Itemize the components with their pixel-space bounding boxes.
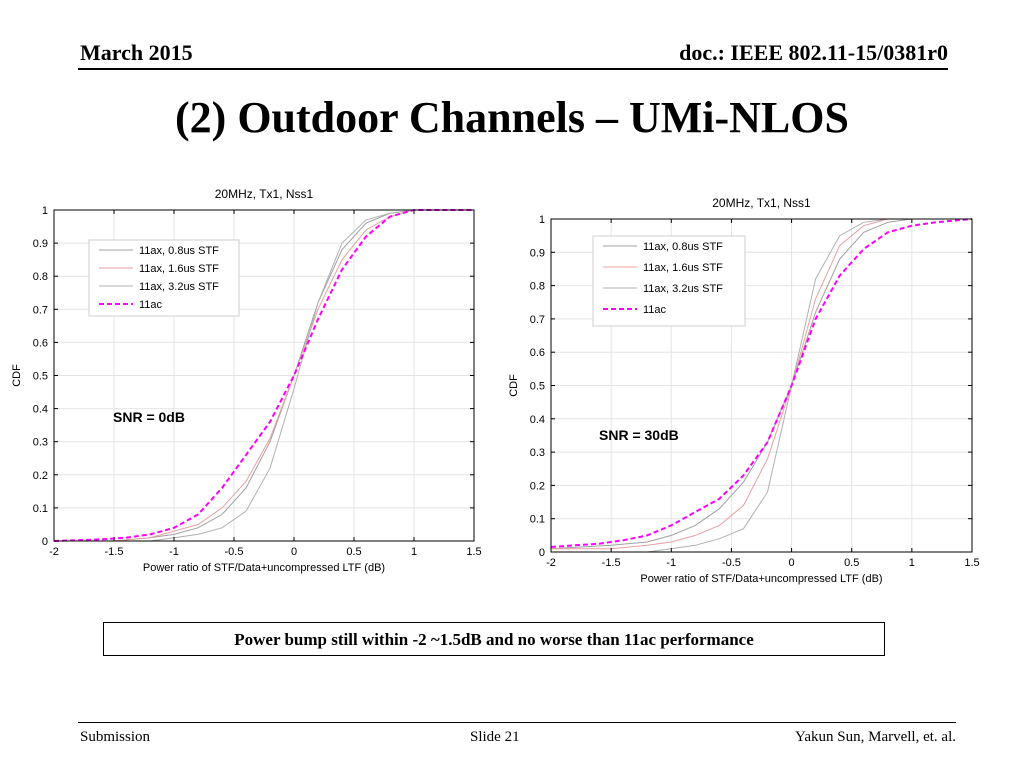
x-tick-label: 1: [411, 546, 417, 558]
x-axis-label: Power ratio of STF/Data+uncompressed LTF…: [143, 562, 385, 574]
x-tick-label: 1.5: [964, 557, 979, 569]
y-tick-label: 0.8: [33, 271, 48, 283]
y-tick-label: 0: [539, 547, 545, 559]
legend-label-1: 11ax, 0.8us STF: [643, 241, 723, 253]
y-axis-label: CDF: [11, 364, 23, 387]
y-axis-label: CDF: [508, 374, 520, 397]
x-tick-label: -1: [169, 546, 179, 558]
legend-label-4: 11ac: [139, 299, 163, 311]
y-tick-label: 0.6: [33, 337, 48, 349]
series-line-4: [550, 218, 973, 548]
x-tick-label: 0.5: [844, 557, 859, 569]
series-line-2: [54, 209, 474, 542]
snr-annotation: SNR = 0dB: [113, 409, 185, 425]
y-tick-label: 0.6: [530, 347, 545, 359]
x-tick-label: -0.5: [225, 546, 244, 558]
x-tick-label: -2: [49, 546, 59, 558]
y-tick-label: 0.2: [33, 470, 48, 482]
legend-label-2: 11ax, 1.6us STF: [643, 262, 723, 274]
y-tick-label: 0.5: [33, 371, 48, 383]
x-tick-label: -1.5: [602, 557, 621, 569]
y-tick-label: 1: [539, 214, 545, 226]
y-tick-label: 0.9: [530, 247, 545, 259]
legend-label-3: 11ax, 3.2us STF: [643, 283, 723, 295]
x-tick-label: 1.5: [466, 546, 481, 558]
x-tick-label: 0: [789, 557, 795, 569]
snr-annotation: SNR = 30dB: [599, 427, 679, 443]
x-axis-label: Power ratio of STF/Data+uncompressed LTF…: [640, 573, 882, 585]
y-tick-label: 0.2: [530, 480, 545, 492]
series-line-3: [54, 209, 474, 542]
y-tick-label: 0.8: [530, 281, 545, 293]
footer-rule: [78, 722, 956, 723]
legend-label-1: 11ax, 0.8us STF: [139, 245, 219, 257]
callout-box: Power bump still within -2 ~1.5dB and no…: [103, 622, 885, 656]
y-tick-label: 0.7: [530, 314, 545, 326]
cdf-chart-snr-30db: -2 -1.5 -1 -0.5 0 0.5 1 1.5 0 0.1 0.2 0.3 0.4 0.5 0.6 0…: [508, 196, 980, 585]
series-line-4: [53, 209, 474, 542]
cdf-chart-snr-0db: -2 -1.5 -1 -0.5 0 0.5 1 1.5 0 0.1 0.2 0.3 0.4 0.5 0.6 0…: [11, 187, 482, 574]
legend-box: [88, 239, 240, 317]
header-doc-id: doc.: IEEE 802.11-15/0381r0: [679, 40, 948, 65]
x-tick-label: 0.5: [346, 546, 361, 558]
x-tick-label: -1: [666, 557, 676, 569]
x-tick-label: 0: [291, 546, 297, 558]
y-tick-label: 0.7: [33, 304, 48, 316]
y-tick-label: 0.3: [33, 437, 48, 449]
slide-title: (2) Outdoor Channels – UMi-NLOS: [175, 93, 849, 142]
y-tick-label: 0.5: [530, 381, 545, 393]
x-tick-label: -1.5: [105, 546, 124, 558]
y-tick-label: 0.4: [530, 414, 545, 426]
x-tick-label: 1: [909, 557, 915, 569]
y-tick-label: 0.9: [33, 238, 48, 250]
y-tick-label: 0.3: [530, 447, 545, 459]
footer-slide-number: Slide 21: [470, 729, 520, 745]
legend-box: [592, 235, 746, 327]
y-tick-label: 0.1: [33, 503, 48, 515]
x-tick-label: -2: [546, 557, 556, 569]
legend-label-2: 11ax, 1.6us STF: [139, 263, 219, 275]
header-date: March 2015: [80, 40, 193, 65]
y-tick-label: 0: [42, 536, 48, 548]
footer-authors: Yakun Sun, Marvell, et. al.: [795, 729, 956, 745]
chart-title: 20MHz, Tx1, Nss1: [215, 187, 314, 201]
x-tick-label: -0.5: [722, 557, 741, 569]
header-rule: [78, 68, 948, 70]
legend-label-3: 11ax, 3.2us STF: [139, 281, 219, 293]
y-tick-label: 0.4: [33, 404, 48, 416]
y-tick-label: 1: [42, 205, 48, 217]
footer-submission: Submission: [80, 729, 151, 745]
chart-title: 20MHz, Tx1, Nss1: [712, 196, 811, 210]
y-tick-label: 0.1: [530, 514, 545, 526]
legend-label-4: 11ac: [643, 304, 667, 316]
